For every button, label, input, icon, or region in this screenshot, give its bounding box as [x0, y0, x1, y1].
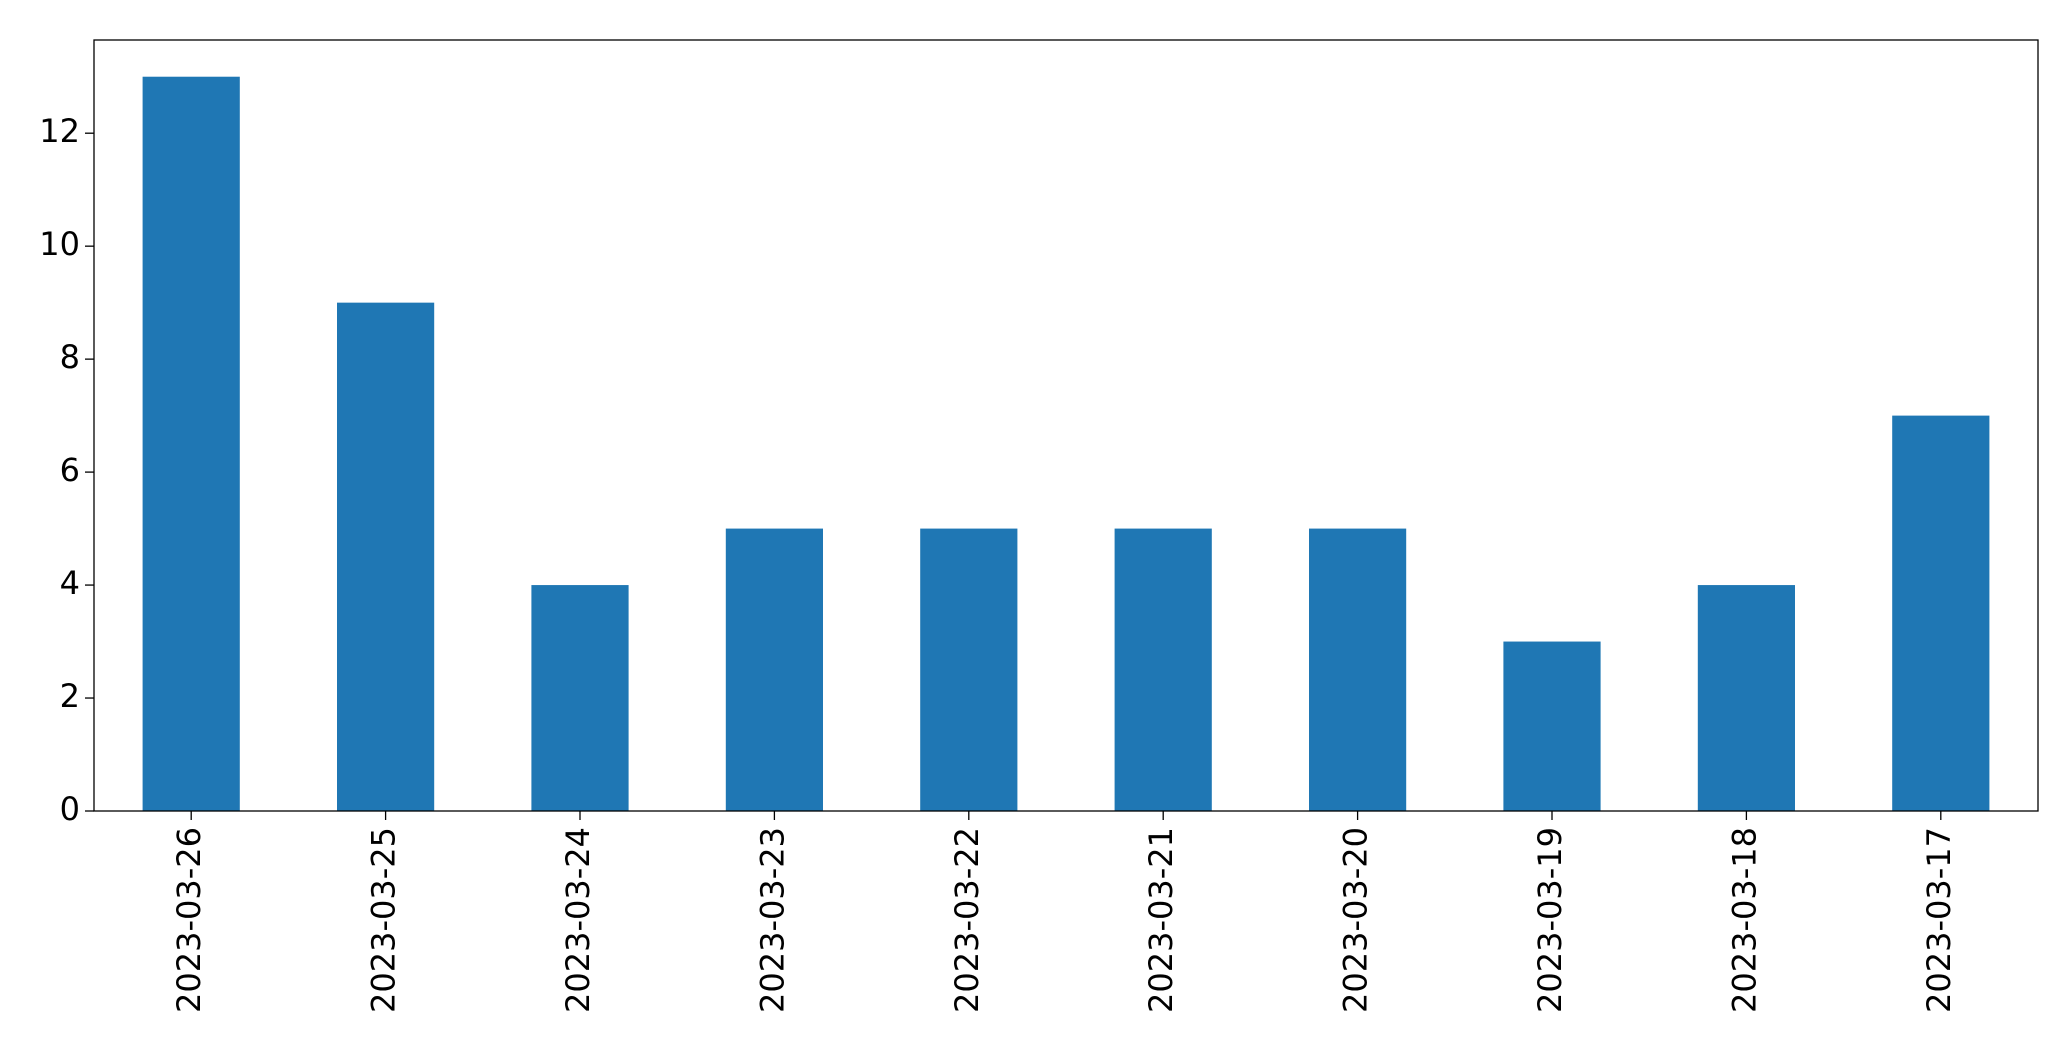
bar: [725, 528, 823, 811]
y-tick-label: 4: [60, 564, 80, 602]
bar: [337, 302, 435, 811]
bar: [1114, 528, 1212, 811]
x-tick-label: 2023-03-19: [1531, 827, 1569, 1013]
bar: [920, 528, 1018, 811]
bar: [531, 585, 629, 811]
y-tick-label: 10: [39, 225, 80, 263]
bar: [142, 76, 240, 811]
bar: [1503, 641, 1601, 811]
bar: [1892, 415, 1990, 811]
y-tick-label: 0: [60, 790, 80, 828]
bar: [1309, 528, 1407, 811]
plot-frame: [93, 39, 2039, 812]
x-tick-label: 2023-03-17: [1920, 827, 1958, 1013]
x-tick-label: 2023-03-25: [365, 827, 403, 1013]
x-tick-label: 2023-03-22: [948, 827, 986, 1013]
x-tick-label: 2023-03-20: [1337, 827, 1375, 1013]
x-tick-label: 2023-03-26: [170, 827, 208, 1013]
x-tick-label: 2023-03-18: [1725, 827, 1763, 1013]
x-tick-label: 2023-03-24: [559, 827, 597, 1013]
y-tick-label: 6: [60, 451, 80, 489]
x-tick-label: 2023-03-23: [753, 827, 791, 1013]
bar: [1697, 585, 1795, 811]
y-tick-label: 8: [60, 338, 80, 376]
y-tick-label: 12: [39, 112, 80, 150]
x-tick-label: 2023-03-21: [1142, 827, 1180, 1013]
y-tick-label: 2: [60, 677, 80, 715]
